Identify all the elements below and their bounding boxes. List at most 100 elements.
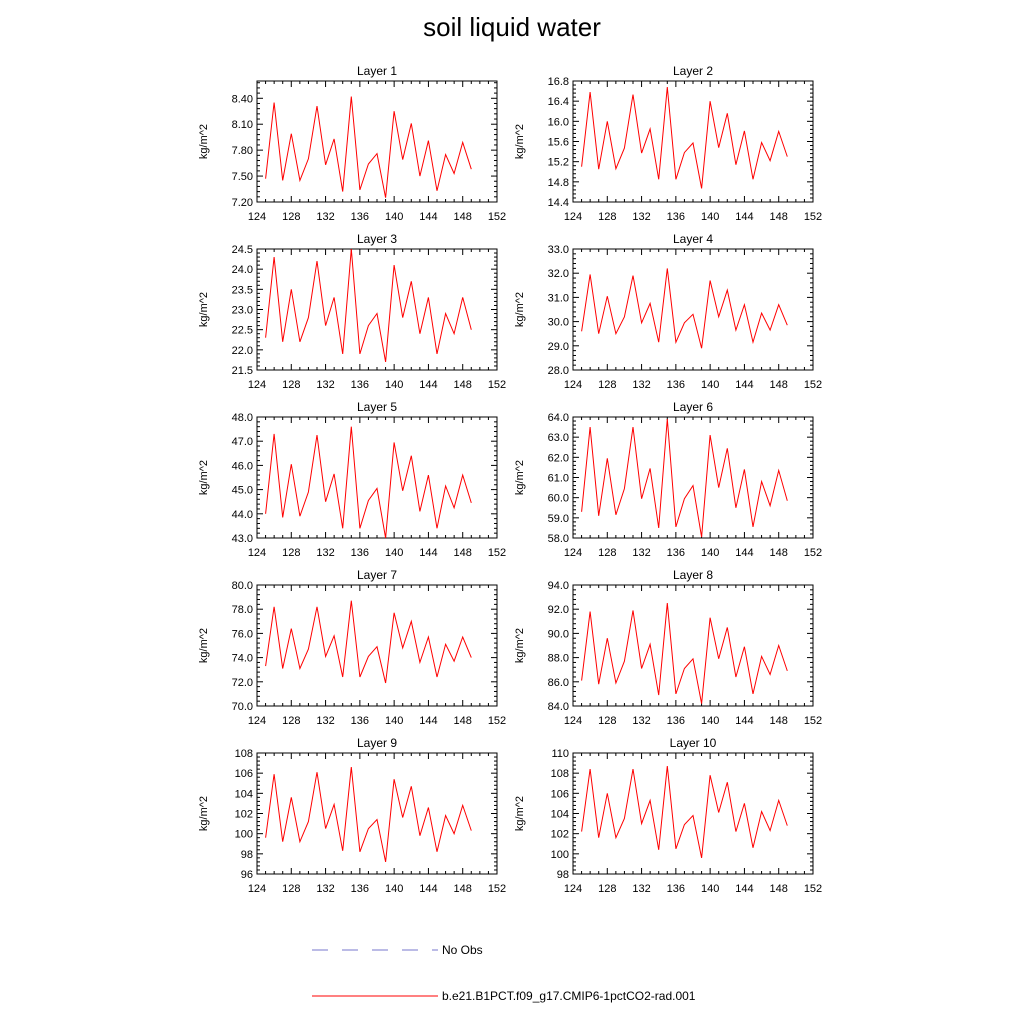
y-tick-label: 62.0 (548, 452, 569, 464)
legend: No Obs b.e21.B1PCT.f09_g17.CMIP6-1pctCO2-… (312, 943, 696, 1003)
panel-8: Layer 8 124 128 132 136 140 144 148 152 84.0 86.0 8… (514, 568, 822, 727)
x-tick-label: 144 (735, 883, 753, 895)
series-line (265, 248, 472, 362)
y-tick-label: 78.0 (232, 604, 253, 616)
y-tick-label: 14.8 (548, 177, 569, 189)
y-tick-label: 31.0 (548, 292, 569, 304)
x-tick-label: 148 (770, 379, 788, 391)
y-tick-label: 76.0 (232, 628, 253, 640)
series-line (265, 426, 472, 539)
y-tick-label: 102 (551, 829, 569, 841)
y-tick-label: 30.0 (548, 317, 569, 329)
y-tick-label: 8.40 (232, 93, 253, 105)
y-tick-label: 98 (241, 849, 253, 861)
x-tick-label: 144 (735, 379, 753, 391)
x-tick-label: 128 (282, 547, 300, 559)
x-tick-label: 140 (385, 883, 403, 895)
x-tick-label: 140 (701, 883, 719, 895)
y-tick-label: 16.4 (548, 96, 569, 108)
y-tick-label: 47.0 (232, 436, 253, 448)
y-tick-label: 98 (557, 869, 569, 881)
x-tick-label: 124 (248, 379, 266, 391)
y-tick-label: 108 (551, 768, 569, 780)
series-line (265, 767, 472, 862)
x-tick-label: 128 (598, 883, 616, 895)
x-tick-label: 140 (701, 547, 719, 559)
x-tick-label: 152 (488, 715, 506, 727)
x-tick-label: 136 (667, 883, 685, 895)
x-tick-label: 140 (385, 715, 403, 727)
x-tick-label: 132 (316, 211, 334, 223)
y-tick-label: 29.0 (548, 341, 569, 353)
x-tick-label: 136 (351, 547, 369, 559)
x-tick-label: 124 (248, 715, 266, 727)
y-tick-label: 104 (235, 788, 253, 800)
y-tick-label: 23.0 (232, 305, 253, 317)
y-axis-label: kg/m^2 (514, 292, 526, 327)
x-tick-label: 124 (564, 379, 582, 391)
y-tick-label: 33.0 (548, 244, 569, 256)
y-tick-label: 86.0 (548, 677, 569, 689)
series-line (581, 766, 788, 858)
y-axis-label: kg/m^2 (514, 796, 526, 831)
x-tick-label: 128 (282, 883, 300, 895)
x-tick-label: 132 (632, 547, 650, 559)
x-tick-label: 140 (385, 547, 403, 559)
series-line (581, 603, 788, 704)
x-tick-label: 136 (351, 379, 369, 391)
panel-4: Layer 4 124 128 132 136 140 144 148 152 28.0 29.0 3… (514, 232, 822, 391)
x-tick-label: 132 (632, 715, 650, 727)
legend-label-no-obs: No Obs (442, 943, 483, 957)
x-tick-label: 136 (351, 715, 369, 727)
y-tick-label: 74.0 (232, 653, 253, 665)
x-tick-label: 128 (598, 547, 616, 559)
y-tick-label: 80.0 (232, 580, 253, 592)
y-tick-label: 102 (235, 809, 253, 821)
y-tick-label: 88.0 (548, 653, 569, 665)
x-tick-label: 148 (454, 715, 472, 727)
x-tick-label: 128 (282, 715, 300, 727)
y-tick-label: 44.0 (232, 509, 253, 521)
panel-3: Layer 3 124 128 132 136 140 144 148 152 21.5 22.0 2… (198, 232, 506, 391)
y-tick-label: 22.0 (232, 345, 253, 357)
x-tick-label: 136 (667, 547, 685, 559)
panel-title: Layer 10 (670, 736, 717, 750)
panel-6: Layer 6 124 128 132 136 140 144 148 152 58.0 59.0 6… (514, 400, 822, 559)
y-tick-label: 24.0 (232, 264, 253, 276)
x-tick-label: 132 (316, 379, 334, 391)
y-tick-label: 14.4 (548, 197, 569, 209)
x-tick-label: 124 (564, 883, 582, 895)
plot-frame (256, 752, 498, 875)
y-tick-label: 104 (551, 809, 569, 821)
x-tick-label: 128 (598, 211, 616, 223)
panel-5: Layer 5 124 128 132 136 140 144 148 152 43.0 44.0 4… (198, 400, 506, 559)
chart-title: soil liquid water (423, 12, 601, 42)
panel-title: Layer 1 (357, 64, 397, 78)
y-axis-label: kg/m^2 (198, 460, 210, 495)
x-tick-label: 152 (488, 547, 506, 559)
x-tick-label: 144 (419, 715, 437, 727)
x-tick-label: 148 (770, 883, 788, 895)
y-tick-label: 100 (235, 829, 253, 841)
x-tick-label: 148 (454, 379, 472, 391)
x-tick-label: 124 (248, 547, 266, 559)
x-tick-label: 140 (701, 211, 719, 223)
panel-title: Layer 3 (357, 232, 397, 246)
panels-layer: Layer 1 124 128 132 136 140 144 148 152 7.20 7.50 7… (198, 64, 822, 895)
y-axis-label: kg/m^2 (514, 628, 526, 663)
y-tick-label: 63.0 (548, 432, 569, 444)
plot-frame (572, 752, 814, 875)
y-tick-label: 106 (551, 788, 569, 800)
y-tick-label: 106 (235, 768, 253, 780)
x-tick-label: 148 (454, 211, 472, 223)
y-tick-label: 23.5 (232, 284, 253, 296)
y-tick-label: 58.0 (548, 533, 569, 545)
x-tick-label: 144 (419, 211, 437, 223)
y-tick-label: 94.0 (548, 580, 569, 592)
y-axis-label: kg/m^2 (198, 628, 210, 663)
y-tick-label: 22.5 (232, 325, 253, 337)
y-tick-label: 48.0 (232, 412, 253, 424)
x-tick-label: 136 (667, 211, 685, 223)
panel-title: Layer 9 (357, 736, 397, 750)
